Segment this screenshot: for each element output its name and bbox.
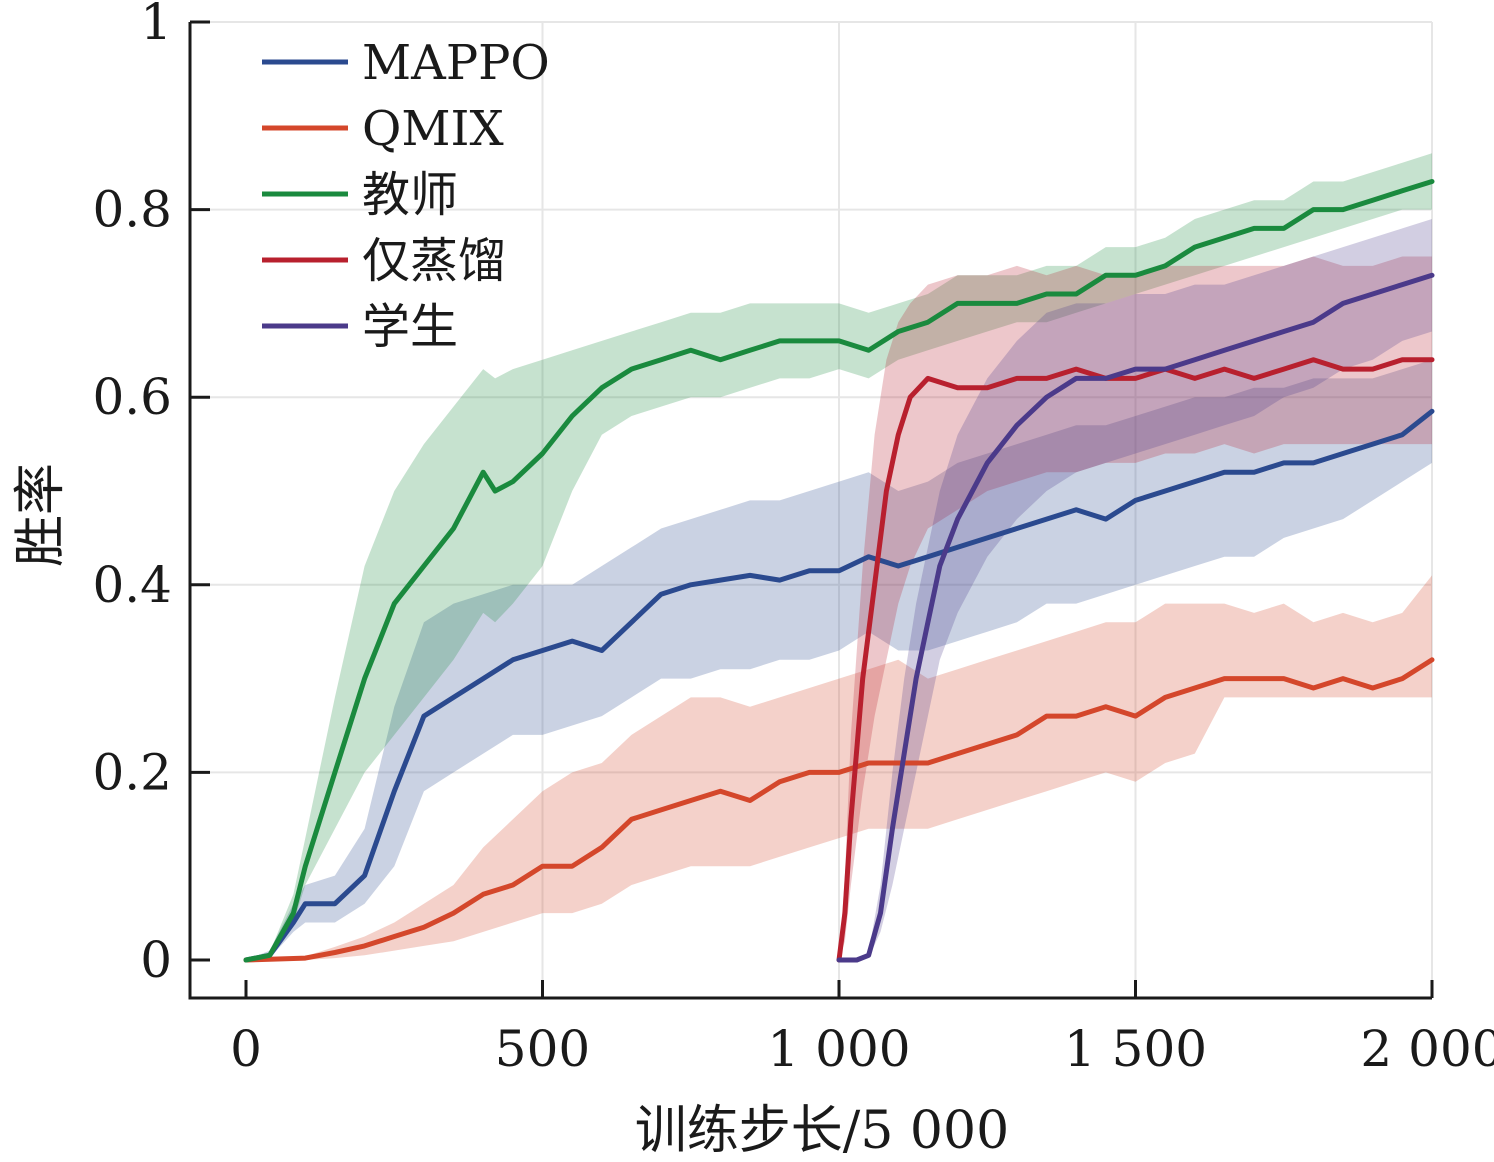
axes [188,22,1432,1000]
line-series-4 [836,272,1435,963]
band-series-0 [246,359,1432,960]
band-series-2 [246,153,1432,961]
legend-label: QMIX [362,101,504,157]
x-tick-label: 1 500 [1064,1020,1207,1078]
x-axis-title: 训练步长/5 000 [635,1101,1009,1161]
y-tick-label: 0 [140,931,172,989]
y-axis-ticks: 0 0.2 0.4 0.6 0.8 1 [92,0,210,989]
y-axis-title: 胜率 [11,463,71,567]
y-tick-label: 0.8 [92,181,172,239]
legend-label: 仅蒸馏 [362,233,506,289]
legend-label: 教师 [362,167,458,223]
y-tick-label: 0.4 [92,556,172,614]
x-tick-label: 1 000 [767,1020,910,1078]
band-series-3 [839,256,1432,960]
y-tick-label: 0.2 [92,743,172,801]
axis-frame [188,22,1432,1000]
series-lines [243,179,1435,963]
line-series-0 [243,408,1435,963]
band-series-4 [839,219,1432,960]
line-series-3 [836,357,1435,963]
y-tick-label: 0.6 [92,368,172,426]
y-tick-label: 1 [140,0,172,51]
legend-label: 学生 [362,299,458,355]
x-tick-label: 0 [230,1020,262,1078]
x-axis-ticks: 0 500 1 000 1 500 2 000 [230,980,1494,1078]
line-series-2 [243,179,1435,963]
legend-label: MAPPO [362,35,550,91]
x-tick-label: 2 000 [1360,1020,1494,1078]
x-tick-label: 500 [495,1020,590,1078]
